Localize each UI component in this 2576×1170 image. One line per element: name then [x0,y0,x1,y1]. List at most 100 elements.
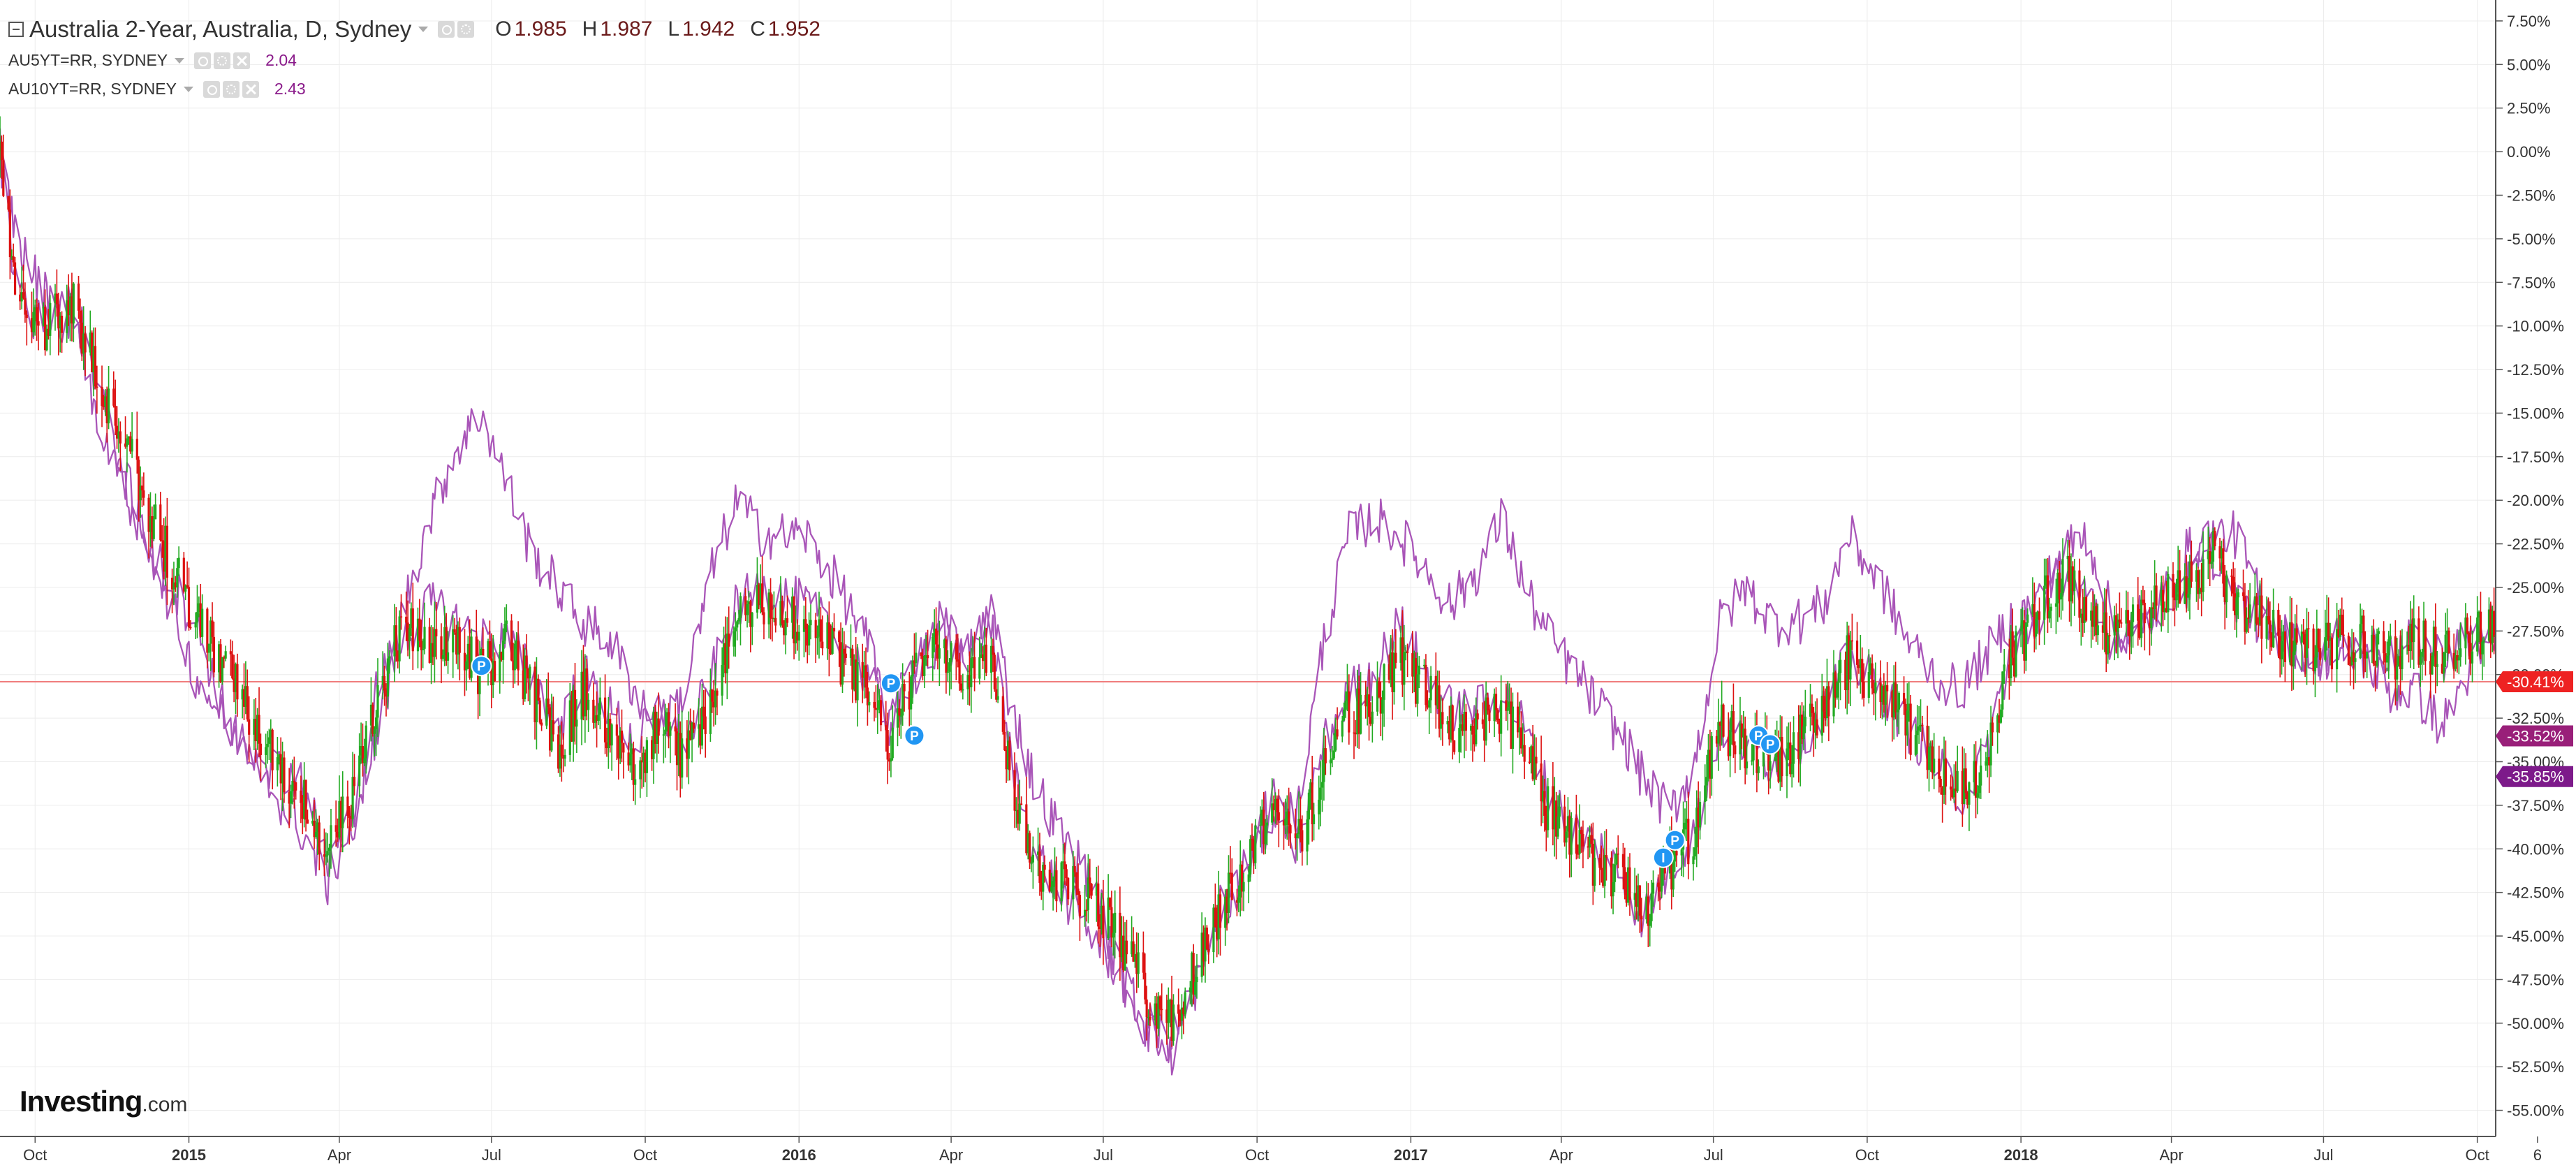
candle[interactable] [283,751,286,803]
candle[interactable] [1500,675,1503,756]
candle[interactable] [1943,736,1945,804]
candle[interactable] [886,712,889,784]
candle[interactable] [533,661,536,740]
candle[interactable] [2327,597,2330,648]
close-icon[interactable] [233,52,251,69]
candle[interactable] [700,683,704,749]
candle[interactable] [105,386,108,443]
candle[interactable] [458,617,461,681]
candle[interactable] [224,645,227,661]
candle[interactable] [609,712,612,753]
candle[interactable] [271,729,274,790]
candle[interactable] [1779,715,1782,791]
candle[interactable] [1757,759,1760,781]
candle[interactable] [783,620,786,645]
candle[interactable] [992,638,994,672]
candle[interactable] [2354,650,2357,684]
candle[interactable] [1707,733,1710,782]
candle[interactable] [2120,608,2123,628]
candle[interactable] [288,768,290,828]
candle[interactable] [221,657,223,685]
candle[interactable] [303,762,306,828]
candle[interactable] [360,722,362,764]
candle[interactable] [781,595,783,628]
candle[interactable] [1722,703,1725,738]
candle[interactable] [687,711,690,784]
candle[interactable] [2329,622,2332,666]
candle[interactable] [1635,875,1638,920]
candle[interactable] [346,780,349,828]
candle[interactable] [466,636,469,669]
candle[interactable] [2128,620,2131,660]
candle[interactable] [2114,603,2118,654]
candle[interactable] [2118,592,2121,629]
candle[interactable] [2211,527,2215,569]
candle[interactable] [1816,698,1818,739]
candle[interactable] [1961,746,1964,827]
candle[interactable] [1401,610,1404,697]
candle[interactable] [1182,1001,1185,1034]
candle[interactable] [1133,944,1137,968]
candle[interactable] [2456,650,2459,673]
candle[interactable] [1541,775,1545,824]
candle[interactable] [1510,687,1513,749]
candle[interactable] [995,678,998,703]
candle[interactable] [2335,603,2339,693]
candle[interactable] [709,668,712,742]
candle[interactable] [908,671,911,726]
candle[interactable] [219,638,222,683]
candle[interactable] [2125,590,2128,637]
candle[interactable] [1324,735,1327,775]
candle[interactable] [131,412,133,458]
candle[interactable] [2305,608,2309,685]
candle[interactable] [1179,1009,1182,1027]
candle[interactable] [1188,981,1192,1004]
candle[interactable] [855,636,858,703]
candle[interactable] [455,624,458,664]
candle[interactable] [1531,724,1534,782]
candle[interactable] [2225,570,2228,618]
candle[interactable] [2471,630,2474,682]
candle[interactable] [575,699,578,753]
candle[interactable] [1072,851,1075,920]
candle[interactable] [818,592,820,659]
candle[interactable] [2066,539,2069,582]
candle[interactable] [1450,696,1452,743]
candle[interactable] [1217,870,1220,955]
candle[interactable] [406,600,409,657]
candle[interactable] [610,723,613,771]
candle[interactable] [1191,951,1193,1007]
candle[interactable] [12,243,15,267]
candle[interactable] [152,504,155,541]
candle[interactable] [980,643,982,659]
candle[interactable] [524,648,527,702]
candle[interactable] [1871,654,1874,695]
candle[interactable] [1651,870,1655,907]
candle[interactable] [1239,840,1242,916]
candle[interactable] [550,694,553,753]
candle[interactable] [664,703,667,758]
candle[interactable] [751,612,753,645]
candle[interactable] [2167,566,2170,634]
candle[interactable] [1927,726,1931,792]
candle[interactable] [843,631,846,677]
candle[interactable] [1025,776,1028,856]
candle[interactable] [1294,808,1297,850]
candle[interactable] [512,643,515,688]
candle[interactable] [1883,673,1885,713]
candle[interactable] [2468,631,2471,660]
candle[interactable] [182,552,185,594]
candle[interactable] [603,674,607,754]
candle[interactable] [1732,683,1735,758]
candle[interactable] [124,416,127,449]
candle[interactable] [896,689,899,747]
candle[interactable] [849,624,853,666]
candle[interactable] [1471,720,1474,762]
candle[interactable] [1473,718,1475,752]
candle[interactable] [383,665,386,706]
candle[interactable] [2491,606,2494,652]
candle[interactable] [1892,665,1895,740]
candle[interactable] [2021,607,2024,655]
candle[interactable] [545,679,548,729]
candle[interactable] [1357,675,1360,749]
